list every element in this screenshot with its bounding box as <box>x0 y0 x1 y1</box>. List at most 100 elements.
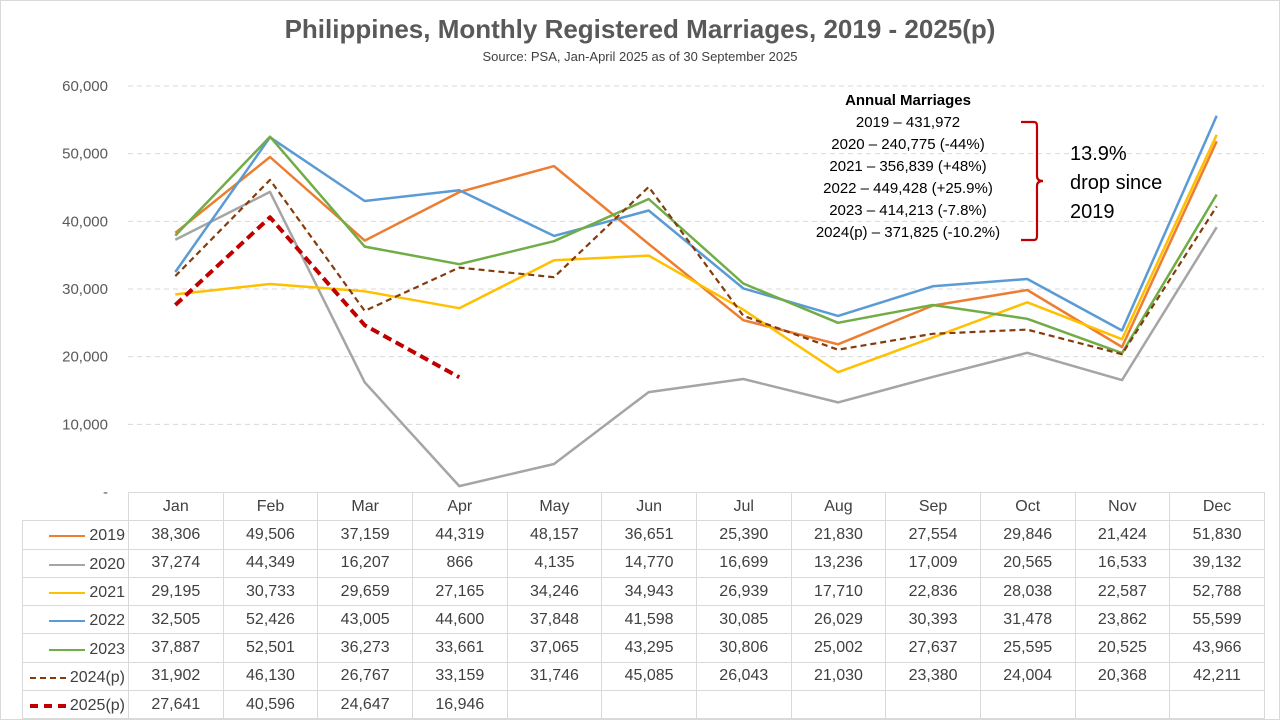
data-label: 37,159 <box>317 520 413 550</box>
data-label: 46,130 <box>222 661 319 692</box>
data-label: 27,637 <box>885 633 981 663</box>
data-label: 31,746 <box>506 661 603 692</box>
data-label: 37,848 <box>506 605 603 635</box>
annual-line-2023: 2023 – 414,213 (-7.8%) <box>829 202 987 219</box>
data-label: 34,246 <box>506 576 603 607</box>
x-tick-label: Oct <box>979 491 1076 522</box>
table-row: 2019 38,306 49,506 37,159 44,319 48,157 36,651… <box>22 520 1265 550</box>
legend-label: 2025(p) <box>69 696 125 714</box>
data-label: 44,600 <box>411 605 508 635</box>
data-label: 33,661 <box>411 633 508 663</box>
data-label: 27,165 <box>411 576 508 607</box>
legend-label: 2022 <box>89 612 125 630</box>
data-label: 866 <box>411 548 508 578</box>
data-label: 44,319 <box>411 520 508 550</box>
data-label: 4,135 <box>506 548 603 578</box>
chart-subtitle: Source: PSA, Jan-April 2025 as of 30 Sep… <box>482 49 798 64</box>
data-label: 22,836 <box>885 576 981 607</box>
data-label: 21,830 <box>790 520 887 550</box>
data-label <box>1169 690 1265 720</box>
data-label: 29,846 <box>979 520 1076 550</box>
series-line-2023 <box>174 135 1218 355</box>
drop-note-year: 2019 <box>1070 201 1115 223</box>
annual-marriages-header: Annual Marriages <box>845 92 971 109</box>
data-label: 25,002 <box>790 633 887 663</box>
data-label: 37,065 <box>506 633 603 663</box>
series-line-2022 <box>174 115 1218 332</box>
y-tick-label: 50,000 <box>62 146 108 163</box>
table-row: 2022 32,505 52,426 43,005 44,600 37,848 41,598… <box>22 605 1265 635</box>
legend-key-2025p <box>29 703 66 708</box>
data-label: 17,009 <box>885 548 981 578</box>
x-tick-label: Sep <box>885 491 981 522</box>
data-label: 14,770 <box>601 548 697 578</box>
legend-label: 2019 <box>89 527 125 545</box>
legend-cell: 2024(p) <box>22 661 129 692</box>
y-tick-label: 20,000 <box>62 349 108 366</box>
annual-brace <box>1021 120 1044 242</box>
series-lines <box>173 115 1218 488</box>
data-label: 32,505 <box>128 605 224 635</box>
data-label: 36,273 <box>317 633 413 663</box>
data-label: 45,085 <box>601 661 697 692</box>
data-label: 30,085 <box>695 605 792 635</box>
table-header-row: Jan Feb Mar Apr May Jun Jul Aug Sep Oct Nov Dec <box>22 491 1265 522</box>
legend-cell: 2023 <box>22 633 129 663</box>
series-line-2024p <box>174 178 1218 356</box>
legend-cell: 2019 <box>22 520 129 550</box>
x-tick-label: Apr <box>411 491 508 522</box>
x-tick-label: May <box>506 491 603 522</box>
y-tick-label: 60,000 <box>62 78 108 95</box>
table-row: 2020 37,274 44,349 16,207 866 4,135 14,770 16,6… <box>22 548 1265 578</box>
table-row: 2021 29,195 30,733 29,659 27,165 34,246 34,943… <box>22 576 1265 607</box>
data-label: 27,641 <box>128 690 224 720</box>
data-label: 55,599 <box>1169 605 1265 635</box>
data-label: 26,029 <box>790 605 887 635</box>
data-label: 23,862 <box>1074 605 1171 635</box>
data-label: 21,030 <box>790 661 887 692</box>
data-table: Jan Feb Mar Apr May Jun Jul Aug Sep Oct Nov Dec 2019… <box>22 491 1265 720</box>
data-label: 31,902 <box>128 661 224 692</box>
data-label: 29,659 <box>317 576 413 607</box>
legend-label: 2020 <box>89 555 125 573</box>
series-line-2021 <box>175 134 1218 374</box>
data-label: 51,830 <box>1169 520 1265 550</box>
data-label: 30,806 <box>695 633 792 663</box>
data-label: 24,647 <box>317 690 413 720</box>
legend-key-2022 <box>49 620 86 623</box>
table-row: 2024(p) 31,902 46,130 26,767 33,159 31,746 45,… <box>22 661 1265 692</box>
data-label <box>695 690 792 720</box>
data-label: 29,195 <box>128 576 224 607</box>
data-label: 16,533 <box>1074 548 1171 578</box>
x-tick-label: Aug <box>790 491 887 522</box>
y-tick-label: 40,000 <box>62 213 108 230</box>
data-label: 38,306 <box>128 520 224 550</box>
data-label: 27,554 <box>885 520 981 550</box>
data-label <box>506 690 603 720</box>
table-row: 2025(p) 27,641 40,596 24,647 16,946 <box>22 690 1265 720</box>
data-label <box>979 690 1076 720</box>
annual-line-2020: 2020 – 240,775 (-44%) <box>831 136 985 153</box>
data-label: 44,349 <box>222 548 319 578</box>
data-label: 23,380 <box>885 661 981 692</box>
legend-label: 2024(p) <box>69 668 125 686</box>
data-label: 20,368 <box>1074 661 1171 692</box>
gridlines <box>128 85 1264 425</box>
data-label: 13,236 <box>790 548 887 578</box>
data-label <box>790 690 887 720</box>
x-tick-label: Nov <box>1074 491 1171 522</box>
data-label: 48,157 <box>506 520 603 550</box>
x-tick-label: Jul <box>695 491 792 522</box>
legend-key-2024p <box>29 676 66 679</box>
data-label <box>885 690 981 720</box>
y-tick-label: 10,000 <box>62 416 108 433</box>
series-line-2020 <box>174 190 1218 488</box>
data-label: 36,651 <box>601 520 697 550</box>
annual-line-2021: 2021 – 356,839 (+48%) <box>829 158 987 175</box>
data-label: 52,501 <box>222 633 319 663</box>
x-tick-label: Jan <box>128 491 224 522</box>
legend-cell: 2021 <box>22 576 129 607</box>
data-label: 33,159 <box>411 661 508 692</box>
data-label: 30,393 <box>885 605 981 635</box>
data-label: 43,005 <box>317 605 413 635</box>
